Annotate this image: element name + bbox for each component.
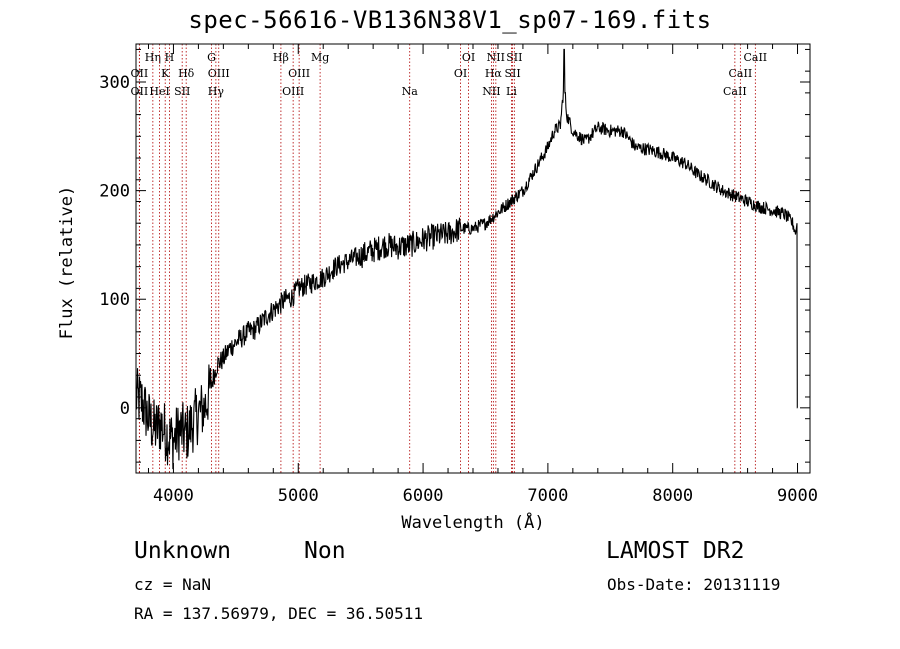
spectral-line-label: SII <box>506 51 522 64</box>
spectral-line-label: OII <box>131 85 149 98</box>
observation-date: Obs-Date: 20131119 <box>607 575 781 594</box>
spectral-line-label: Hη <box>145 51 161 64</box>
spectral-line-label: H <box>165 51 175 64</box>
x-tick-label: 9000 <box>777 486 818 506</box>
chart-title: spec-56616-VB136N38V1_sp07-169.fits <box>188 6 712 34</box>
x-axis-label: Wavelength (Å) <box>401 511 544 533</box>
x-tick-label: 6000 <box>403 486 444 506</box>
spectral-line-label: OIII <box>208 67 230 80</box>
x-tick-label: 8000 <box>652 486 693 506</box>
spectral-line-label: OIII <box>288 67 310 80</box>
y-axis-label: Flux (relative) <box>57 186 77 340</box>
y-tick-label: 0 <box>120 399 130 419</box>
spectral-line-label: CaII <box>729 67 753 80</box>
y-tick-label: 200 <box>99 182 130 202</box>
spectral-line-label: Hδ <box>178 67 195 80</box>
spectral-line-label: Mg <box>311 51 329 64</box>
spectral-line-label: OI <box>462 51 475 64</box>
object-subclass: Non <box>304 538 346 564</box>
spectral-line-label: NII <box>487 51 505 64</box>
x-tick-label: 4000 <box>153 486 194 506</box>
y-tick-label: 300 <box>99 73 130 93</box>
coordinates-ra-dec: RA = 137.56979, DEC = 36.50511 <box>134 604 423 623</box>
spectral-line-label: Hβ <box>273 51 289 64</box>
spectral-line-label: OIII <box>282 85 304 98</box>
object-class: Unknown <box>134 538 231 564</box>
x-tick-label: 7000 <box>527 486 568 506</box>
spectral-line-label: HeI <box>149 85 169 98</box>
plot-frame <box>135 43 811 474</box>
spectral-line-label: SII <box>504 67 520 80</box>
survey-name: LAMOST DR2 <box>606 538 745 564</box>
spectral-line-label: NII <box>482 85 500 98</box>
spectral-line-label: Hγ <box>208 85 225 98</box>
spectral-line-label: SII <box>174 85 190 98</box>
redshift-cz: cz = NaN <box>134 575 212 594</box>
y-tick-label: 100 <box>99 290 130 310</box>
spectrum-line <box>135 48 798 470</box>
spectral-line-label: CaII <box>743 51 767 64</box>
x-tick-label: 5000 <box>278 486 319 506</box>
spectral-line-label: Hα <box>485 67 503 80</box>
spectral-line-label: K <box>161 67 170 80</box>
spectral-line-label: CaII <box>723 85 747 98</box>
spectral-line-label: Li <box>506 85 517 98</box>
spectral-line-label: OI <box>454 67 467 80</box>
spectral-line-label: G <box>207 51 216 64</box>
spectral-line-label: Na <box>402 85 419 98</box>
axis-ticks: 4000 5000 6000 7000 8000 9000 0 100 200 300 <box>99 44 818 506</box>
